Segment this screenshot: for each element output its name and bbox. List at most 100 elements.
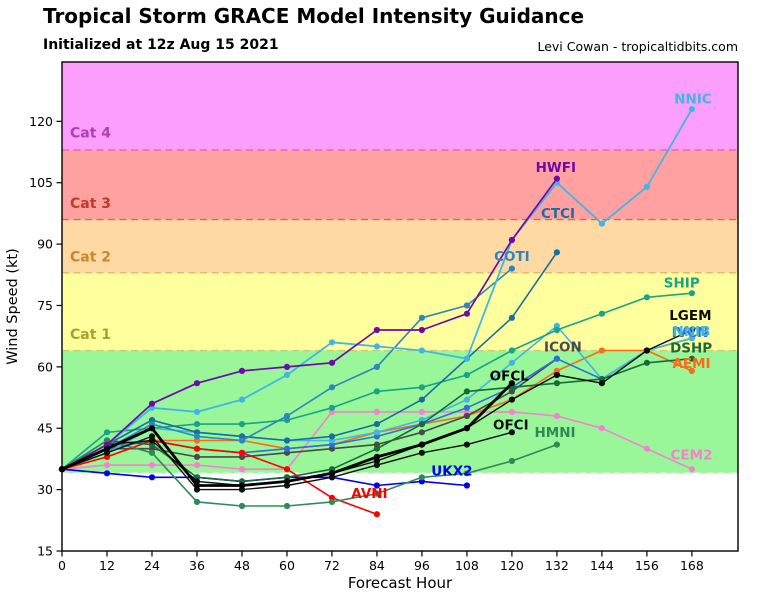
- series-CEM2-point-h120: [508, 408, 515, 415]
- model-label-IVCN: IVCN: [672, 325, 709, 341]
- y-tick-label-90: 90: [37, 237, 53, 252]
- series-HWFI-point-h84: [373, 326, 380, 334]
- series-OFCL-point-h108: [463, 425, 470, 432]
- series-NNIC-point-h108: [463, 355, 470, 362]
- model-label-CTCI: CTCI: [541, 206, 575, 222]
- x-tick-label-36: 36: [189, 558, 205, 573]
- series-NNIC-point-h36: [193, 408, 201, 415]
- series-HWFI-point-h132: [553, 175, 561, 182]
- series-SHIP-point-h72: [328, 404, 336, 411]
- series-HMNI-point-h48: [238, 502, 246, 510]
- series-HWFI-point-h36: [193, 380, 201, 387]
- series-CTCI-line: [61, 251, 558, 470]
- model-label-OFCL: OFCL: [490, 368, 530, 384]
- series-AEMI-point-h144: [598, 347, 606, 354]
- series-HWFI-point-h108: [463, 310, 470, 317]
- series-SHIP-point-h108: [463, 371, 470, 379]
- series-AVNI-point-h84: [373, 511, 380, 518]
- series-NNIC-point-h60: [283, 371, 291, 379]
- series-SHIP-point-h120: [508, 347, 515, 354]
- model-label-AEMI: AEMI: [672, 356, 710, 372]
- y-tick-label-30: 30: [37, 482, 53, 497]
- category-label-cat-3: Cat 3: [70, 196, 111, 212]
- series-SHIP-point-h48: [238, 421, 246, 428]
- series-OFCI-point-h96: [418, 449, 425, 456]
- series-AEMI-point-h168: [688, 367, 696, 374]
- series-AVNI-point-h48: [238, 449, 246, 456]
- series-ICON-point-h96: [418, 429, 425, 436]
- model-label-SHIP: SHIP: [664, 275, 700, 291]
- series-UKX2-point-h108: [463, 482, 470, 489]
- series-OFCL-point-h72: [328, 470, 336, 477]
- model-label-LGEM: LGEM: [669, 308, 711, 324]
- series-OFCL-point-h48: [238, 482, 246, 489]
- series-CEM2-point-h48: [238, 466, 246, 473]
- model-label-NNIC: NNIC: [674, 91, 712, 107]
- series-LGEM-point-h144: [598, 380, 606, 387]
- series-HWFI-line: [61, 178, 558, 470]
- series-OFCL-point-h96: [418, 441, 425, 448]
- series-NNIB-point-h108: [463, 396, 470, 403]
- series-OFCL-point-h60: [283, 478, 291, 485]
- series-ICON-line: [61, 358, 558, 470]
- series-LGEM-point-h132: [553, 371, 561, 379]
- series-ICON-point-h36: [193, 453, 201, 460]
- series-LGEM-point-h120: [508, 396, 515, 403]
- series-OFCL-point-h36: [193, 482, 201, 489]
- model-label-DSHP: DSHP: [670, 341, 712, 357]
- series-COTI-point-h36: [193, 433, 201, 440]
- series-HWFI-point-h120: [508, 236, 515, 244]
- series-NNIB-point-h168: [688, 335, 696, 342]
- model-label-NNIB: NNIB: [673, 324, 711, 340]
- y-tick-label-75: 75: [37, 298, 53, 313]
- series-CTCI-point-h84: [373, 421, 380, 428]
- series-CEM2-point-h84: [373, 408, 380, 415]
- y-axis-title: Wind Speed (kt): [5, 248, 21, 365]
- series-IVCN-point-h60: [283, 445, 291, 452]
- x-tick-label-24: 24: [144, 558, 160, 573]
- band-td: [62, 473, 738, 551]
- x-tick-label-0: 0: [58, 558, 66, 573]
- series-CEM2-point-h144: [598, 425, 606, 432]
- y-tick-label-120: 120: [29, 114, 53, 129]
- y-tick-label-105: 105: [29, 175, 53, 190]
- series-HMNI-point-h96: [418, 474, 425, 481]
- x-tick-label-132: 132: [545, 558, 569, 573]
- series-CEM2-point-h24: [148, 462, 156, 469]
- x-tick-label-72: 72: [324, 558, 340, 573]
- series-OFCL-point-h84: [373, 453, 380, 460]
- x-tick-label-168: 168: [680, 558, 704, 573]
- series-HWFI-point-h60: [283, 363, 291, 370]
- series-CEM2-point-h12: [103, 462, 111, 469]
- x-tick-label-96: 96: [414, 558, 430, 573]
- model-label-HWFI: HWFI: [536, 160, 576, 176]
- series-SHIP-point-h12: [103, 429, 111, 436]
- series-COTI-point-h108: [463, 302, 470, 309]
- series-DSHP-point-h156: [643, 359, 651, 366]
- x-tick-label-84: 84: [369, 558, 385, 573]
- series-COTI-point-h84: [373, 363, 380, 370]
- series-CTCI-point-h120: [508, 314, 515, 321]
- series-HWFI-point-h24: [148, 400, 156, 407]
- plot-frame: [61, 61, 739, 552]
- series-HMNI-point-h132: [553, 441, 561, 448]
- model-label-UKX2: UKX2: [431, 464, 472, 480]
- series-NNIC-point-h48: [238, 396, 246, 403]
- series-SHIP-point-h84: [373, 388, 380, 395]
- series-NNIB-point-h120: [508, 359, 515, 366]
- series-CEM2-point-h156: [643, 445, 651, 452]
- category-label-cat-1: Cat 1: [70, 327, 111, 343]
- series-SHIP-point-h168: [688, 290, 696, 297]
- series-HWFI-point-h48: [238, 367, 246, 374]
- series-DSHP-point-h108: [463, 388, 470, 395]
- series-UKX2-point-h12: [103, 470, 111, 477]
- series-NNIC-point-h156: [643, 183, 651, 190]
- series-NNIC-point-h84: [373, 343, 380, 350]
- x-tick-label-60: 60: [279, 558, 295, 573]
- series-IVCN-point-h108: [463, 404, 470, 411]
- x-tick-label-108: 108: [455, 558, 479, 573]
- series-NNIB-point-h84: [373, 429, 380, 436]
- model-label-CEM2: CEM2: [671, 448, 713, 464]
